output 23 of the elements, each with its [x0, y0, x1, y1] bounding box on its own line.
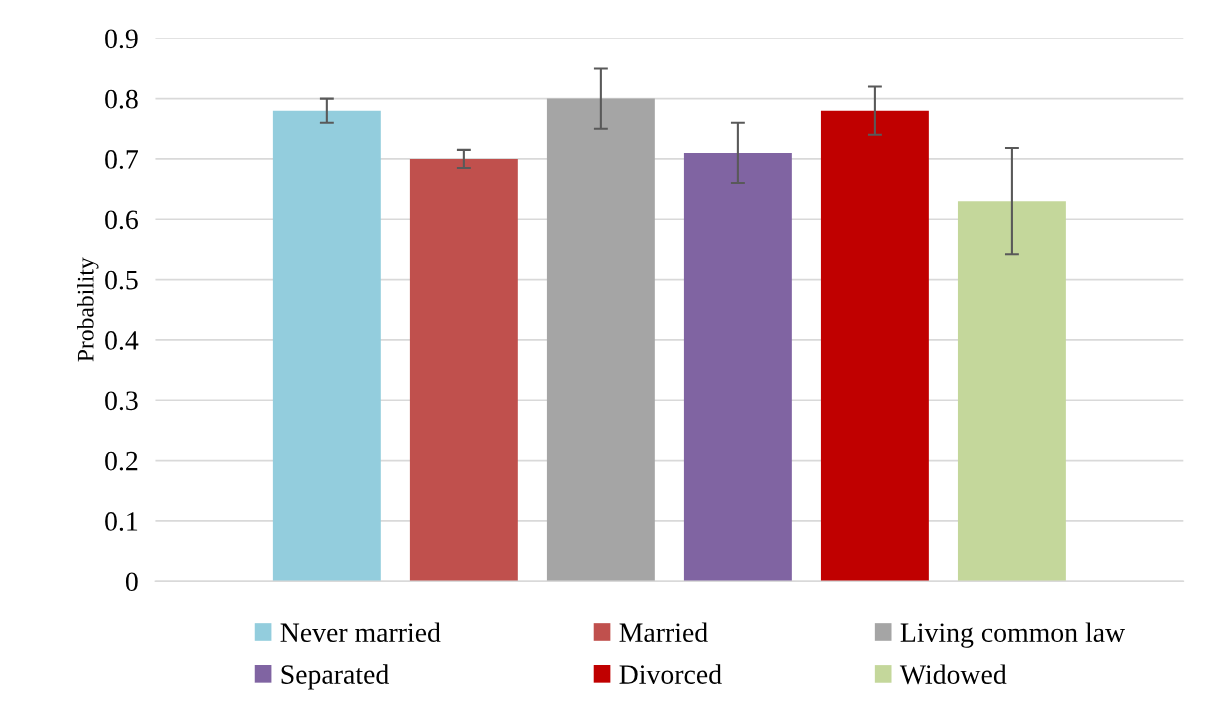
y-axis-title: Probability: [77, 257, 99, 362]
legend-label: Living common law: [900, 622, 1125, 648]
y-tick-label: 0.1: [105, 512, 138, 531]
legend-label: Divorced: [619, 664, 722, 684]
y-tick-label: 0: [125, 572, 138, 592]
legend-label: Married: [619, 622, 708, 643]
legend-label: Widowed: [899, 664, 1007, 685]
bar: [957, 201, 1066, 582]
y-tick-label: 0.9: [105, 29, 138, 49]
bar: [409, 158, 518, 582]
y-tick-label: 0.8: [105, 89, 138, 109]
y-tick-label: 0.6: [105, 210, 138, 230]
legend-label: Never married: [280, 622, 441, 643]
bar: [272, 110, 381, 582]
bar: [820, 110, 929, 582]
y-tick-label: 0.3: [105, 391, 138, 411]
y-tick-label: 0.4: [105, 331, 139, 350]
legend-label: Separated: [281, 664, 389, 690]
bar: [683, 152, 792, 582]
y-tick-label: 0.5: [105, 270, 138, 290]
y-tick-label: 0.7: [105, 150, 138, 169]
y-tick-label: 0.2: [105, 451, 138, 471]
bar: [546, 98, 655, 582]
